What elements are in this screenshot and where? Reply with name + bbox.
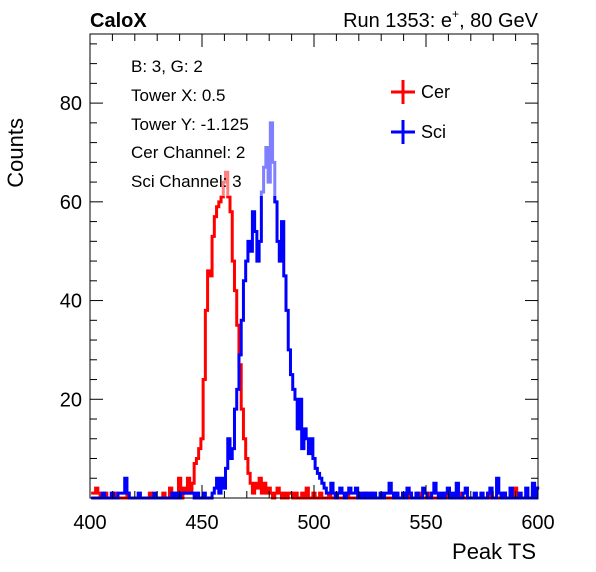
info-line-cer-channel: Cer Channel: 2 <box>131 143 245 162</box>
legend-label-sci: Sci <box>421 122 446 142</box>
y-tick-label: 40 <box>60 291 82 313</box>
y-tick-label: 60 <box>60 192 82 214</box>
info-line-tower-y: Tower Y: -1.125 <box>131 115 249 134</box>
x-tick-label: 400 <box>73 512 106 534</box>
legend-entry-sci: Sci <box>391 120 446 144</box>
header-right-suffix: , 80 GeV <box>459 10 539 32</box>
x-tick-label: 600 <box>521 512 554 534</box>
header-right-prefix: Run 1353: e <box>343 10 452 32</box>
y-tick-label: 20 <box>60 389 82 411</box>
info-box-background <box>124 50 360 196</box>
x-tick-label: 550 <box>409 512 442 534</box>
x-axis-label: Peak TS <box>452 539 536 564</box>
series-line-cer <box>91 170 540 500</box>
header-right-sup: + <box>452 7 459 21</box>
chart-header-right: Run 1353: e+, 80 GeV <box>343 7 539 32</box>
info-line-board-gain: B: 3, G: 2 <box>131 57 203 76</box>
x-tick-label: 500 <box>297 512 330 534</box>
x-tick-label: 450 <box>185 512 218 534</box>
legend: Cer Sci <box>391 80 450 144</box>
info-box: B: 3, G: 2 Tower X: 0.5 Tower Y: -1.125 … <box>124 50 360 196</box>
chart-header-left: CaloX <box>90 10 147 32</box>
y-tick-label: 80 <box>60 93 82 115</box>
info-line-tower-x: Tower X: 0.5 <box>131 86 226 105</box>
legend-label-cer: Cer <box>421 82 450 102</box>
y-axis-label: Counts <box>3 118 28 188</box>
axis-layer: 400 450 500 550 600 20 40 60 80 <box>60 34 555 534</box>
legend-entry-cer: Cer <box>391 80 450 104</box>
info-line-sci-channel: Sci Channel: 3 <box>131 172 242 191</box>
